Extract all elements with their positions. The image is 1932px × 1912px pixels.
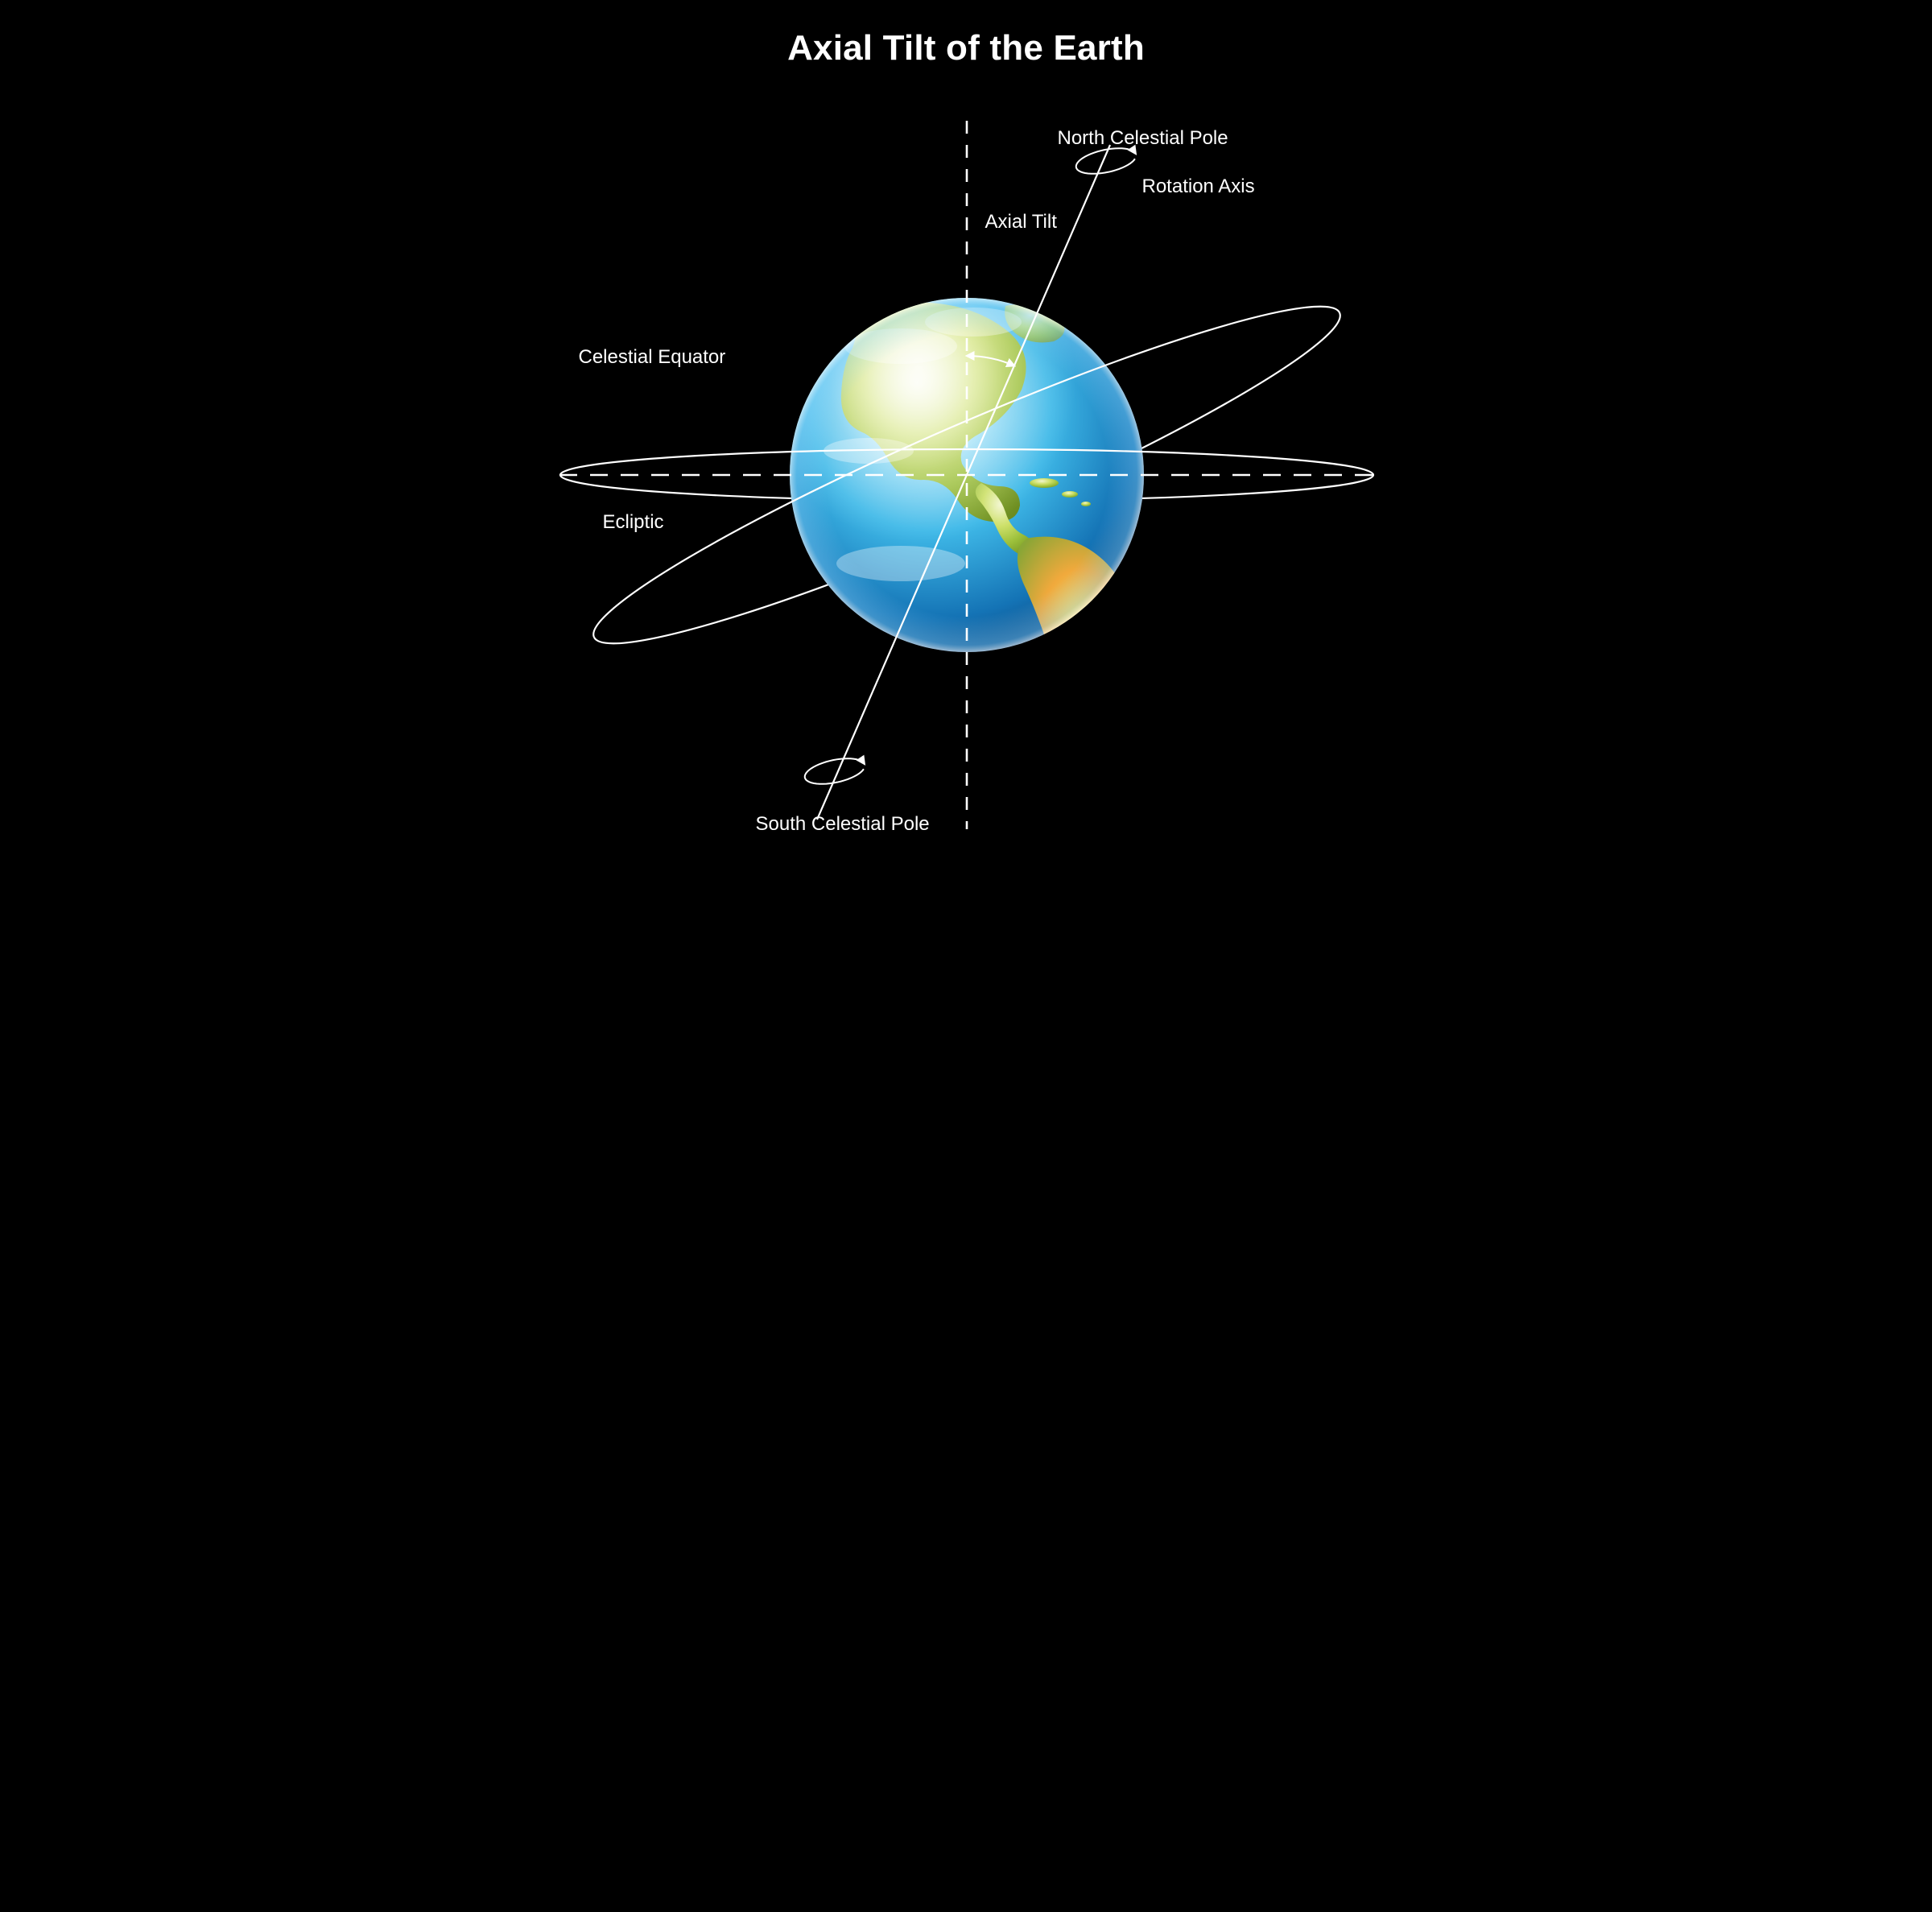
- label-axial-tilt: Axial Tilt: [985, 211, 1057, 233]
- label-south-celestial-pole: South Celestial Pole: [756, 813, 930, 836]
- axial-tilt-diagram: [522, 0, 1410, 878]
- label-north-celestial-pole: North Celestial Pole: [1058, 127, 1228, 150]
- label-ecliptic: Ecliptic: [603, 511, 664, 534]
- label-rotation-axis: Rotation Axis: [1142, 176, 1255, 198]
- label-celestial-equator: Celestial Equator: [579, 346, 726, 369]
- diagram-stage: Axial Tilt of the Earth: [522, 0, 1410, 878]
- rotation-swirl-top: [1075, 148, 1135, 174]
